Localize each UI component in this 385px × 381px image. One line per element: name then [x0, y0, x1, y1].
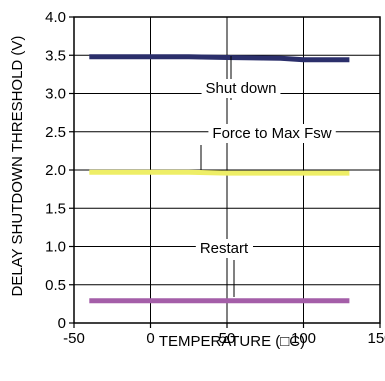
y-axis-title: DELAY SHUTDOWN THRESHOLD (V) [9, 36, 26, 297]
annotation-background [208, 124, 336, 143]
y-tick-label: 0.5 [45, 277, 66, 294]
annotation-background [195, 239, 253, 258]
x-axis-title: TEMPERATURE (□C) [159, 333, 305, 350]
annotation-force-to-max-fsw: Force to Max Fsw [200, 124, 336, 170]
x-tick-label: 50 [219, 330, 236, 347]
y-tick-label: 2.5 [45, 124, 66, 141]
series-line-force-to-max-fsw [89, 169, 350, 176]
x-tick-label: -50 [63, 330, 85, 347]
annotations: Shut down Force to Max Fsw Restart [195, 56, 336, 297]
y-tick-label: 1.5 [45, 200, 66, 217]
annotation-shut-down: Shut down [201, 56, 281, 100]
annotation-background [201, 79, 281, 98]
y-tick-label: 3.5 [45, 47, 66, 64]
x-tick-label: 100 [291, 330, 316, 347]
y-tick-label: 0 [58, 315, 66, 332]
annotation-label: Shut down [206, 80, 277, 97]
y-tick-label: 2.0 [45, 162, 66, 179]
x-tick-label: 0 [146, 330, 154, 347]
series-line-shut-down [89, 54, 350, 63]
y-tick-label: 1.0 [45, 239, 66, 256]
y-tick-label: 3.0 [45, 86, 66, 103]
annotation-label: Restart [200, 240, 249, 257]
x-tick-label: 150 [367, 330, 385, 347]
series-layer [89, 54, 350, 304]
tick-labels: -5005010015000.51.01.52.02.53.03.54.0 [45, 9, 385, 347]
annotation-label: Force to Max Fsw [212, 125, 331, 142]
annotation-restart: Restart [195, 239, 253, 297]
y-tick-label: 4.0 [45, 9, 66, 26]
